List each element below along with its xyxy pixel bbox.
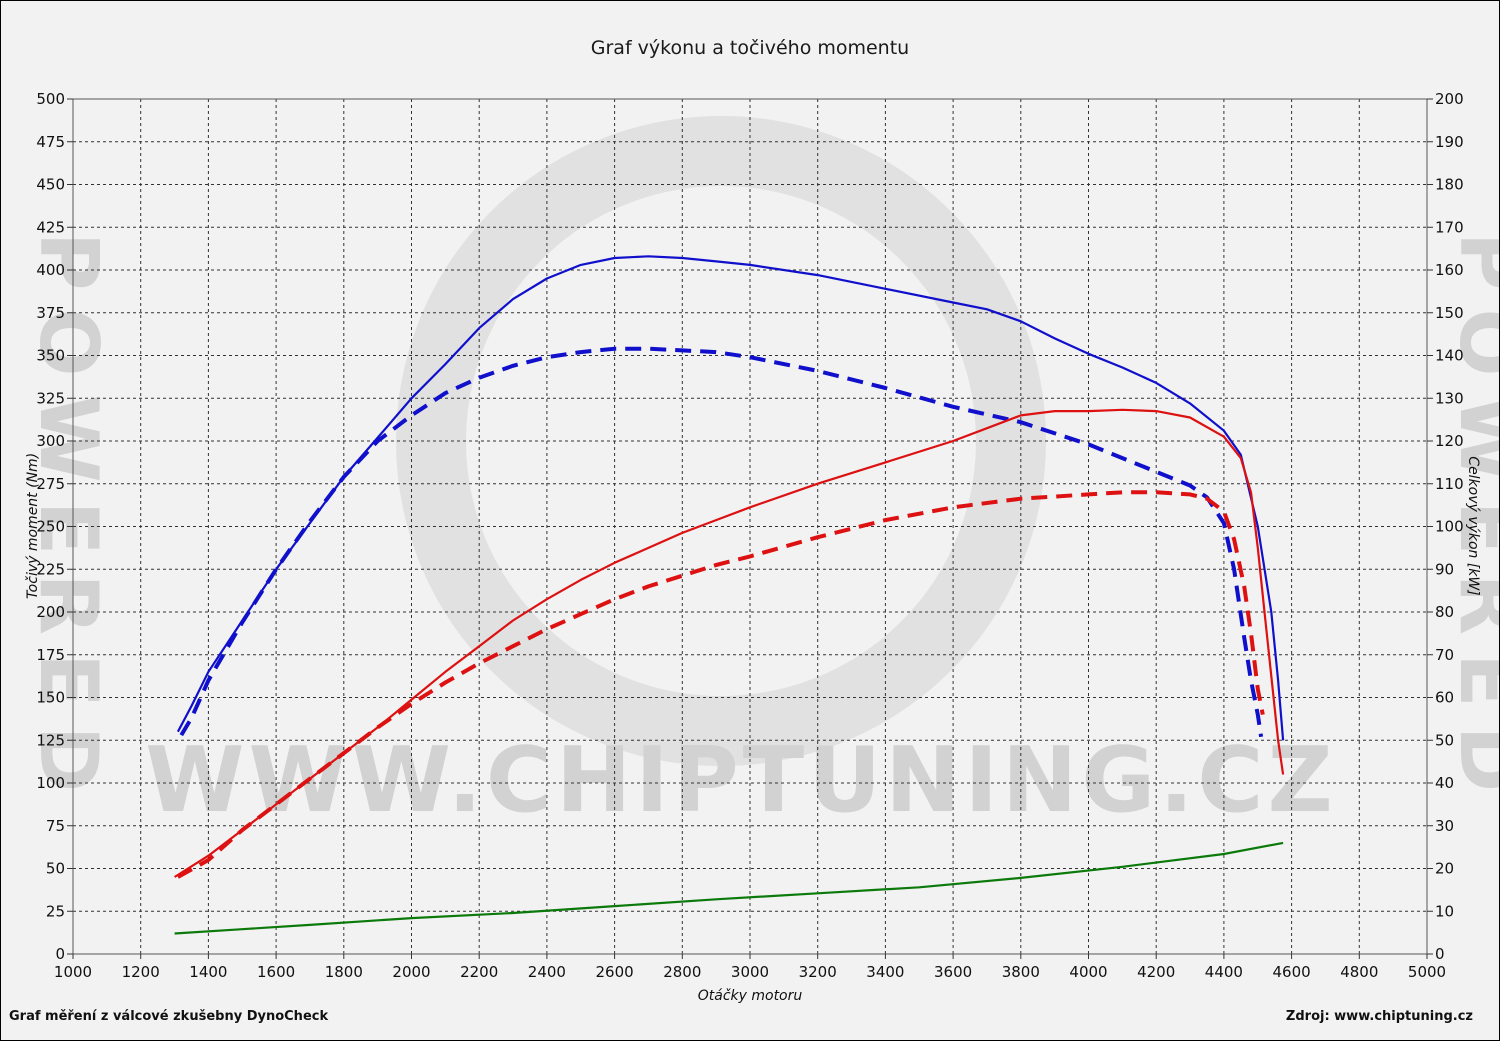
- x-tick-label: 4800: [1340, 963, 1378, 981]
- y-left-tick-label: 275: [36, 475, 65, 493]
- x-tick-label: 5000: [1408, 963, 1446, 981]
- x-tick-label: 2200: [460, 963, 498, 981]
- x-tick-label: 2600: [596, 963, 634, 981]
- x-tick-label: 4000: [1069, 963, 1107, 981]
- chart-grid: [73, 99, 1427, 954]
- power-tuned-line: [174, 408, 1285, 878]
- x-tick-label: 1600: [257, 963, 295, 981]
- y-right-tick-label: 120: [1435, 432, 1464, 450]
- power-stock-line: [176, 490, 1265, 879]
- y-axis-right-title: Celkový výkon [kW]: [1465, 456, 1481, 595]
- y-left-tick-label: 250: [36, 518, 65, 536]
- y-left-tick-label: 475: [36, 133, 65, 151]
- y-right-tick-label: 20: [1435, 860, 1454, 878]
- y-right-tick-label: 170: [1435, 218, 1464, 236]
- watermark-side-left: POWERED: [22, 232, 115, 810]
- watermark: WWW.CHIPTUNING.CZ POWERED POWERED: [22, 116, 1499, 833]
- y-right-tick-label: 90: [1435, 560, 1454, 578]
- watermark-side-right: POWERED: [1442, 232, 1499, 810]
- x-tick-label: 3600: [934, 963, 972, 981]
- x-tick-label: 2800: [663, 963, 701, 981]
- x-tick-label: 1000: [54, 963, 92, 981]
- y-axis-left-ticks: 0 25 50 75 100 125 150 175 200 225 250 275 300 325 350…: [36, 90, 73, 963]
- x-tick-label: 2400: [528, 963, 566, 981]
- x-tick-label: 1200: [122, 963, 160, 981]
- y-left-tick-label: 100: [36, 774, 65, 792]
- y-right-tick-label: 180: [1435, 176, 1464, 194]
- y-left-tick-label: 350: [36, 347, 65, 365]
- torque-stock-line: [179, 346, 1264, 738]
- y-right-tick-label: 60: [1435, 689, 1454, 707]
- y-right-tick-label: 200: [1435, 90, 1464, 108]
- y-left-tick-label: 450: [36, 176, 65, 194]
- y-left-tick-label: 25: [46, 902, 65, 920]
- y-right-tick-label: 150: [1435, 304, 1464, 322]
- y-right-tick-label: 70: [1435, 646, 1454, 664]
- x-tick-label: 1800: [325, 963, 363, 981]
- x-tick-label: 2000: [392, 963, 430, 981]
- x-tick-label: 4200: [1137, 963, 1175, 981]
- y-left-tick-label: 425: [36, 218, 65, 236]
- y-left-tick-label: 75: [46, 817, 65, 835]
- y-left-tick-label: 0: [55, 945, 65, 963]
- y-right-tick-label: 10: [1435, 902, 1454, 920]
- loss-line: [174, 841, 1284, 935]
- y-left-tick-label: 125: [36, 731, 65, 749]
- y-right-tick-label: 190: [1435, 133, 1464, 151]
- y-right-tick-label: 160: [1435, 261, 1464, 279]
- y-left-tick-label: 175: [36, 646, 65, 664]
- y-axis-left-title: Točivý moment (Nm): [25, 453, 41, 599]
- y-right-tick-label: 130: [1435, 389, 1464, 407]
- y-left-tick-label: 150: [36, 689, 65, 707]
- x-tick-label: 3200: [799, 963, 837, 981]
- chart-series: [174, 255, 1285, 935]
- y-left-tick-label: 325: [36, 389, 65, 407]
- y-right-tick-label: 100: [1435, 518, 1464, 536]
- x-axis-ticks: 1000 1200 1400 1600 1800 2000 2200 2400 2600 2800…: [54, 954, 1446, 981]
- y-left-tick-label: 400: [36, 261, 65, 279]
- chart-title: Graf výkonu a točivého momentu: [591, 37, 909, 59]
- x-tick-label: 3800: [1002, 963, 1040, 981]
- y-left-tick-label: 225: [36, 560, 65, 578]
- footer-source-link[interactable]: Zdroj: www.chiptuning.cz: [1286, 1009, 1473, 1024]
- y-axis-right-ticks: 0 10 20 30 40 50 60 70 80 90 100 110 120 130 140 150 160…: [1427, 90, 1464, 963]
- y-right-tick-label: 40: [1435, 774, 1454, 792]
- x-tick-label: 4400: [1205, 963, 1243, 981]
- y-right-tick-label: 140: [1435, 347, 1464, 365]
- y-left-tick-label: 50: [46, 860, 65, 878]
- y-left-tick-label: 375: [36, 304, 65, 322]
- x-tick-label: 4600: [1273, 963, 1311, 981]
- footer-source-note: Graf měření z válcové zkušebny DynoCheck: [9, 1009, 328, 1024]
- y-right-tick-label: 50: [1435, 731, 1454, 749]
- y-right-tick-label: 80: [1435, 603, 1454, 621]
- y-right-tick-label: 0: [1435, 945, 1445, 963]
- y-left-tick-label: 500: [36, 90, 65, 108]
- watermark-main: WWW.CHIPTUNING.CZ: [145, 728, 1336, 833]
- y-right-tick-label: 110: [1435, 475, 1464, 493]
- x-tick-label: 1400: [189, 963, 227, 981]
- x-tick-label: 3000: [731, 963, 769, 981]
- y-left-tick-label: 300: [36, 432, 65, 450]
- x-axis-title: Otáčky motoru: [698, 988, 803, 1004]
- y-right-tick-label: 30: [1435, 817, 1454, 835]
- y-left-tick-label: 200: [36, 603, 65, 621]
- x-tick-label: 3400: [866, 963, 904, 981]
